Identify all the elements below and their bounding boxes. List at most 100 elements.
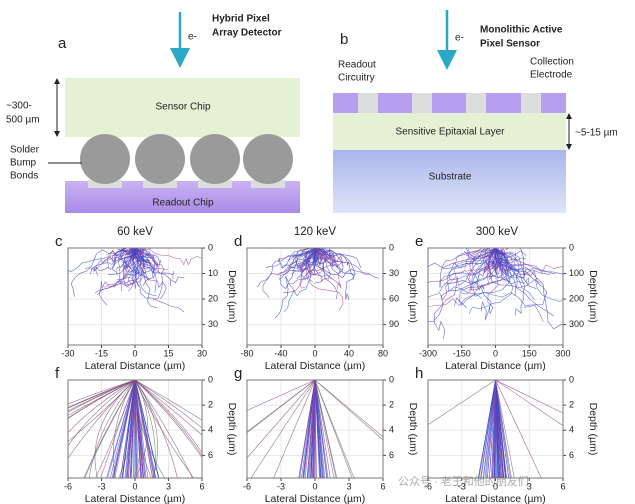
- trajectory: [134, 248, 202, 266]
- trajectory: [68, 380, 136, 434]
- trajectory: [314, 248, 356, 300]
- trajectory: [299, 248, 316, 266]
- trajectory: [487, 248, 502, 278]
- x-axis-label: Lateral Distance (µm): [445, 360, 546, 372]
- trajectory: [134, 248, 157, 293]
- trajectory: [428, 380, 496, 426]
- title: Hybrid Pixel: [212, 14, 270, 25]
- x-tick-label: -3: [277, 481, 285, 491]
- y-tick-label: 90: [389, 319, 399, 329]
- x-axis-label: Lateral Distance (µm): [265, 360, 366, 372]
- trajectory: [126, 380, 136, 478]
- x-tick-label: 0: [312, 481, 317, 491]
- y-tick-label: 0: [208, 242, 213, 252]
- trajectory: [495, 380, 563, 426]
- panel-a: a e- Hybrid Pixel Array Detector Sensor …: [6, 12, 300, 213]
- y-tick-label: 30: [389, 268, 399, 278]
- trajectory: [274, 248, 316, 319]
- trajectory: [288, 248, 316, 269]
- trajectories: [68, 380, 202, 478]
- trajectory: [111, 380, 136, 478]
- plot-frame: [427, 379, 564, 479]
- y-axis-label: Depth (µm): [407, 403, 419, 456]
- trajectory: [247, 380, 316, 433]
- trajectory: [280, 248, 317, 294]
- electron-label: e-: [188, 32, 197, 43]
- x-tick-label: -150: [453, 348, 471, 358]
- trajectory: [306, 380, 316, 478]
- trajectory: [314, 380, 338, 478]
- trajectory: [442, 248, 496, 270]
- trajectory: [123, 248, 136, 288]
- trajectory: [495, 380, 542, 478]
- trajectory: [314, 248, 335, 255]
- electrode-label: Collection: [530, 57, 574, 68]
- trajectory: [495, 380, 506, 478]
- x-tick-label: 6: [199, 481, 204, 491]
- trajectory: [495, 248, 496, 249]
- panel-letter: a: [58, 35, 67, 52]
- bump-label: Solder: [10, 145, 40, 156]
- trajectory: [314, 380, 317, 478]
- trajectory: [495, 248, 556, 275]
- trajectory: [469, 248, 496, 291]
- trajectory: [428, 248, 496, 299]
- trajectory: [447, 248, 496, 299]
- x-axis-label: Lateral Distance (µm): [445, 493, 546, 504]
- trajectory: [495, 380, 515, 478]
- trajectory: [495, 248, 563, 302]
- trajectory: [495, 248, 525, 316]
- x-tick-label: 3: [527, 481, 532, 491]
- y-tick-label: 100: [569, 268, 584, 278]
- trajectory: [314, 380, 383, 438]
- panel-letter: f: [55, 365, 60, 382]
- trajectory: [439, 248, 496, 301]
- trajectory: [134, 248, 152, 266]
- trajectory: [304, 248, 316, 264]
- trajectory: [134, 380, 202, 429]
- title: Pixel Sensor: [480, 39, 540, 50]
- x-tick-label: -3: [458, 481, 466, 491]
- plot: -6 -3 0 3 6 0 2 4 6 g Lateral Distance (µm) Depth (…: [234, 365, 419, 504]
- x-tick-label: -300: [419, 348, 437, 358]
- trajectory: [273, 380, 316, 478]
- x-tick-label: -40: [274, 348, 287, 358]
- trajectory: [262, 248, 316, 299]
- thickness-label: ~300-: [6, 101, 32, 112]
- trajectory: [124, 248, 167, 300]
- trajectory: [454, 248, 512, 307]
- y-tick-label: 2: [208, 400, 213, 410]
- epitaxial-layer: [333, 113, 566, 150]
- trajectory: [466, 248, 535, 300]
- bump: [243, 134, 293, 184]
- y-axis-label: Depth (µm): [587, 403, 599, 456]
- trajectory: [495, 380, 500, 478]
- x-tick-label: 30: [197, 348, 207, 358]
- x-tick-label: -6: [64, 481, 72, 491]
- trajectory: [495, 380, 510, 478]
- bump: [190, 134, 240, 184]
- trajectories: [68, 248, 202, 312]
- trajectory: [134, 380, 202, 436]
- readout-label: Circuitry: [338, 73, 375, 84]
- trajectory: [107, 380, 136, 478]
- y-tick-label: 4: [569, 425, 574, 435]
- bump: [80, 134, 130, 184]
- trajectory: [134, 248, 157, 259]
- trajectory: [314, 380, 353, 478]
- sensor-label: Sensor Chip: [155, 102, 210, 113]
- y-tick-label: 6: [569, 450, 574, 460]
- trajectory: [310, 380, 316, 478]
- trajectory: [122, 248, 136, 253]
- trajectory: [477, 248, 496, 277]
- trajectory: [128, 248, 146, 274]
- plot: -300 -150 0 150 300 0 100 200 300 e Lateral Distan…: [415, 233, 599, 372]
- trajectory: [134, 248, 156, 287]
- trajectory: [314, 380, 328, 478]
- y-tick-label: 20: [208, 293, 218, 303]
- plot-frame: [427, 247, 564, 346]
- y-tick-label: 4: [389, 425, 394, 435]
- panel-b: b e- Monolithic Active Pixel Sensor Read…: [333, 10, 618, 213]
- readout-layer: [333, 93, 566, 113]
- trajectory: [444, 248, 508, 285]
